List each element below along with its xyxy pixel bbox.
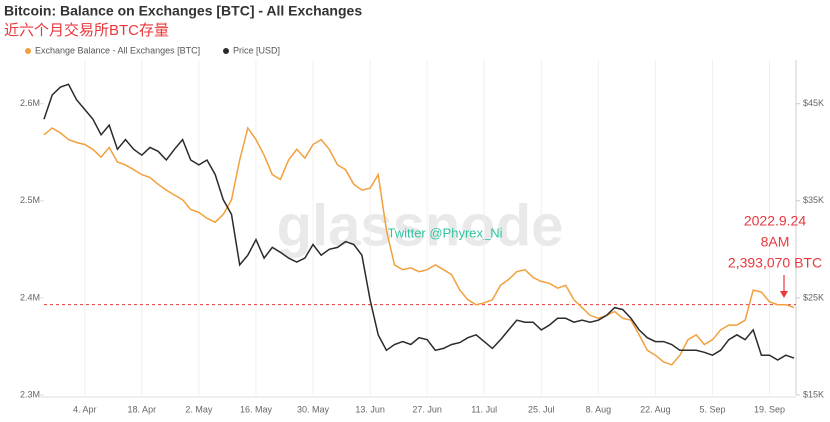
legend-label: Exchange Balance - All Exchanges [BTC] (35, 45, 200, 55)
y2-tick-label: $25K (803, 292, 824, 302)
x-tick-label: 30. May (297, 404, 330, 414)
series-line (43, 126, 795, 366)
x-tick-label: 2. May (185, 404, 213, 414)
annotation-arrowhead (780, 291, 788, 298)
x-tick-label: 22. Aug (640, 404, 671, 414)
legend-marker (25, 48, 31, 54)
chart-title: Bitcoin: Balance on Exchanges [BTC] - Al… (4, 3, 362, 19)
x-tick-label: 25. Jul (528, 404, 555, 414)
y2-tick-label: $45K (803, 98, 824, 108)
x-tick-label: 13. Jun (355, 404, 385, 414)
x-tick-label: 16. May (240, 404, 273, 414)
y-tick-label: 2.3M (20, 389, 40, 399)
credit: Twitter @Phyrex_Ni (387, 225, 502, 240)
annotation-text: 8AM (761, 234, 790, 250)
x-tick-label: 27. Jun (412, 404, 442, 414)
x-tick-label: 8. Aug (586, 404, 612, 414)
annotation-text: 2022.9.24 (744, 213, 806, 229)
annotation-text: 2,393,070 BTC (728, 255, 822, 271)
y2-tick-label: $35K (803, 195, 824, 205)
chart-subtitle: 近六个月交易所BTC存量 (4, 21, 169, 39)
x-tick-label: 18. Apr (128, 404, 157, 414)
y2-tick-label: $15K (803, 389, 824, 399)
watermark: glassnode (277, 193, 564, 258)
legend-marker (223, 48, 229, 54)
y-tick-label: 2.5M (20, 195, 40, 205)
x-tick-label: 19. Sep (754, 404, 785, 414)
series-line (43, 83, 795, 361)
x-tick-label: 11. Jul (471, 404, 497, 414)
y-tick-label: 2.6M (20, 98, 40, 108)
legend-label: Price [USD] (233, 45, 280, 55)
y-tick-label: 2.4M (20, 292, 40, 302)
x-tick-label: 5. Sep (699, 404, 725, 414)
x-tick-label: 4. Apr (73, 404, 97, 414)
